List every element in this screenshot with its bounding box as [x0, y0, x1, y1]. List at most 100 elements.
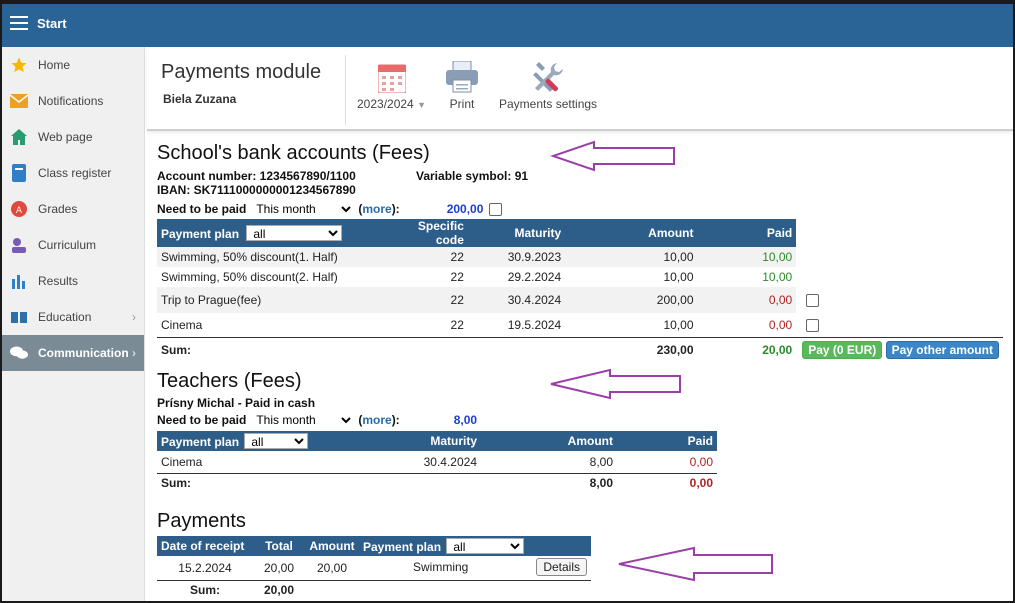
- column-header-amount: Amount: [567, 434, 613, 448]
- more-link[interactable]: more: [362, 413, 392, 427]
- need-period-select[interactable]: This month: [250, 412, 355, 428]
- hamburger-menu-icon[interactable]: [10, 16, 28, 31]
- plan-filter-select[interactable]: all: [244, 433, 309, 449]
- cell-date: 15.2.2024: [178, 560, 232, 575]
- cell-maturity: 29.2.2024: [507, 270, 562, 284]
- arrow-left-icon: [550, 368, 681, 400]
- sum-paid: 0,00: [617, 472, 717, 493]
- column-header-maturity: Maturity: [514, 226, 562, 240]
- cell-maturity: 30.4.2024: [507, 293, 562, 307]
- cell-code: 22: [450, 293, 464, 307]
- payments-settings-label: Payments settings: [499, 97, 598, 111]
- cell-paid: 0,00: [768, 293, 793, 307]
- cell-code: 22: [450, 317, 464, 332]
- column-header-total: Total: [265, 539, 293, 553]
- table-row: Swimming, 50% discount(1. Half) 22 30.9.…: [157, 247, 1003, 267]
- chat-icon: [10, 344, 28, 362]
- column-header-plan: Payment plan: [363, 540, 442, 554]
- sidebar-item-communication[interactable]: Communication ›: [2, 335, 144, 371]
- details-button[interactable]: Details: [536, 558, 587, 576]
- table-row: Cinema 22 19.5.2024 10,00 0,00: [157, 313, 1003, 337]
- sidebar-item-education[interactable]: Education ›: [2, 299, 144, 335]
- select-payment-checkbox[interactable]: [806, 294, 820, 308]
- sidebar-item-grades[interactable]: A Grades: [2, 191, 144, 227]
- need-to-be-paid-checkbox[interactable]: [489, 202, 503, 216]
- cell-total: 20,00: [263, 560, 295, 575]
- cell-code: 22: [450, 270, 464, 284]
- sum-amount: 8,00: [481, 472, 617, 493]
- payments-section: Payments Date of receipt Total Amount Pa…: [157, 510, 597, 600]
- sidebar-item-label: Class register: [38, 166, 112, 180]
- need-period-select[interactable]: This month: [250, 201, 355, 217]
- table-row: Swimming, 50% discount(2. Half) 22 29.2.…: [157, 267, 1003, 287]
- cell-maturity: 30.9.2023: [507, 250, 562, 264]
- sidebar-item-home[interactable]: Home: [2, 47, 144, 83]
- teachers-section: Teachers (Fees) Prísny Michal - Paid in …: [157, 370, 757, 493]
- sidebar-item-notifications[interactable]: Notifications: [2, 83, 144, 119]
- more-link[interactable]: more: [362, 202, 392, 216]
- svg-text:A: A: [16, 206, 23, 216]
- cell-plan: Cinema: [161, 317, 203, 332]
- cell-maturity: 19.5.2024: [507, 317, 562, 332]
- year-selector[interactable]: 2023/2024 ▼: [357, 59, 426, 111]
- table-row: Trip to Prague(fee) 22 30.4.2024 200,00 …: [157, 287, 1003, 313]
- sidebar-item-curriculum[interactable]: Curriculum: [2, 227, 144, 263]
- print-label: Print: [449, 97, 475, 111]
- sidebar-item-class-register[interactable]: Class register: [2, 155, 144, 191]
- year-label: 2023/2024: [357, 97, 414, 111]
- need-to-be-paid-value: 200,00: [446, 202, 484, 216]
- plan-filter-select[interactable]: all: [446, 538, 525, 554]
- sum-row: Sum: 8,00 0,00: [157, 472, 717, 493]
- cell-amount: 10,00: [663, 270, 694, 284]
- teachers-fees-table: Payment plan all Maturity Amount Paid Ci…: [157, 431, 717, 493]
- calendar-icon: [357, 59, 426, 93]
- teacher-name: Prísny Michal - Paid in cash: [157, 396, 316, 410]
- sidebar-item-web-page[interactable]: Web page: [2, 119, 144, 155]
- app-title[interactable]: Start: [37, 16, 67, 31]
- sum-row: Sum: 230,00 20,00 Pay (0 EUR) Pay other …: [157, 336, 1003, 363]
- pay-button[interactable]: Pay (0 EUR): [802, 341, 883, 360]
- cell-code: 22: [450, 250, 464, 264]
- payments-settings-button[interactable]: Payments settings: [499, 59, 597, 111]
- house-icon: [10, 128, 28, 146]
- cell-amount: 10,00: [663, 317, 694, 332]
- cell-plan: Swimming, 50% discount(2. Half): [161, 270, 338, 284]
- plan-filter-select[interactable]: all: [246, 225, 343, 241]
- cell-plan: Swimming: [413, 560, 469, 574]
- column-header-date: Date of receipt: [161, 539, 245, 553]
- star-icon: [10, 56, 28, 74]
- select-payment-checkbox[interactable]: [806, 318, 820, 332]
- teachers-title: Teachers (Fees): [157, 370, 302, 392]
- sum-total: 20,00: [253, 579, 305, 600]
- cell-amount: 10,00: [663, 250, 694, 264]
- variable-symbol: Variable symbol: 91: [416, 169, 529, 183]
- iban: IBAN: SK7111000000001234567890: [157, 183, 356, 197]
- cell-plan: Cinema: [161, 454, 203, 469]
- sidebar-item-label: Notifications: [38, 94, 104, 108]
- bank-section: School's bank accounts (Fees) Account nu…: [157, 142, 1007, 363]
- column-header-plan: Payment plan: [161, 435, 240, 449]
- pay-other-amount-button[interactable]: Pay other amount: [885, 341, 999, 360]
- need-to-be-paid-value: 8,00: [453, 413, 478, 427]
- column-header-plan: Payment plan: [161, 227, 240, 241]
- need-to-be-paid-label: Need to be paid: [157, 413, 247, 427]
- sidebar: Home Notifications Web page Class regist…: [2, 47, 145, 601]
- sum-paid: 20,00: [697, 336, 797, 363]
- top-bar: Start: [2, 4, 1013, 47]
- student-name: Biela Zuzana: [163, 92, 237, 106]
- column-header-amount: Amount: [648, 226, 694, 240]
- grades-icon: A: [10, 200, 28, 218]
- sidebar-item-label: Web page: [38, 130, 93, 144]
- sidebar-item-results[interactable]: Results: [2, 263, 144, 299]
- sum-label: Sum:: [157, 472, 313, 493]
- sidebar-item-label: Curriculum: [38, 238, 97, 252]
- column-header-code: Specific code: [417, 219, 464, 247]
- cell-maturity: 30.4.2024: [423, 454, 477, 469]
- print-button[interactable]: Print: [445, 59, 479, 111]
- tools-icon: [499, 59, 597, 93]
- sum-row: Sum: 20,00: [157, 579, 591, 600]
- sum-amount: 230,00: [565, 336, 698, 363]
- cell-plan: Swimming, 50% discount(1. Half): [161, 250, 338, 264]
- caret-down-icon: ▼: [417, 100, 426, 110]
- envelope-icon: [10, 92, 28, 110]
